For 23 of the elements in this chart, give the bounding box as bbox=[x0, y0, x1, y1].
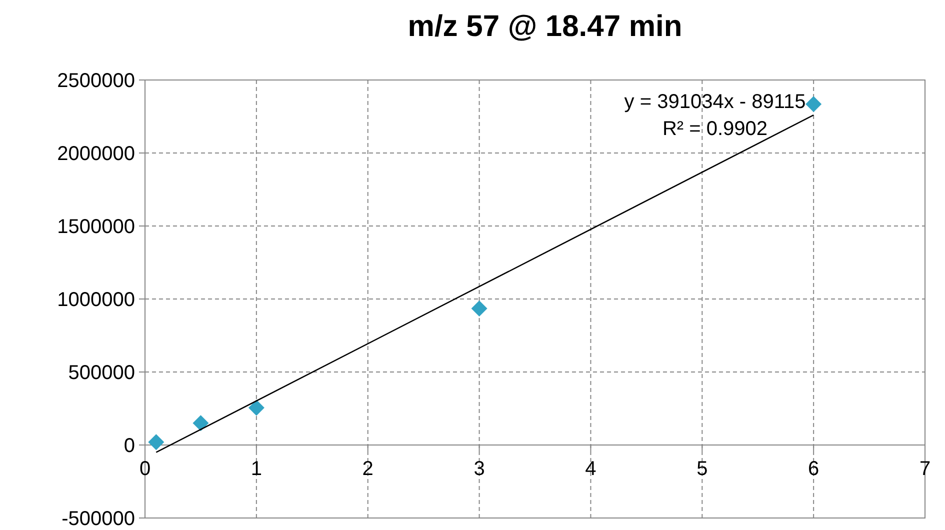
point bbox=[806, 96, 822, 112]
x-tick-label: 4 bbox=[585, 458, 596, 480]
y-tick-label: 1500000 bbox=[57, 216, 135, 238]
y-tick-label: 500000 bbox=[68, 362, 135, 384]
point bbox=[248, 400, 264, 416]
x-tick-label: 0 bbox=[139, 458, 151, 480]
x-tick-label: 1 bbox=[250, 458, 262, 480]
annotation: R² = 0.9902 bbox=[662, 118, 768, 140]
x-tick-label: 7 bbox=[919, 458, 931, 480]
x-tick-label: 6 bbox=[808, 458, 820, 480]
chart-title: m/z 57 @ 18.47 min bbox=[408, 10, 682, 43]
x-tick-label: 3 bbox=[474, 458, 485, 480]
y-tick-label: 1000000 bbox=[57, 289, 135, 311]
x-tick-label: 2 bbox=[362, 458, 374, 480]
y-tick-label: 2000000 bbox=[57, 143, 135, 165]
annotation: y = 391034x - 89115 bbox=[624, 91, 806, 113]
y-tick-label: 0 bbox=[124, 435, 135, 457]
x-tick-label: 5 bbox=[696, 458, 708, 480]
y-tick-label: -500000 bbox=[62, 508, 135, 530]
y-tick-label: 2500000 bbox=[57, 70, 135, 92]
point bbox=[192, 415, 209, 432]
point bbox=[471, 300, 488, 316]
point bbox=[148, 434, 164, 450]
